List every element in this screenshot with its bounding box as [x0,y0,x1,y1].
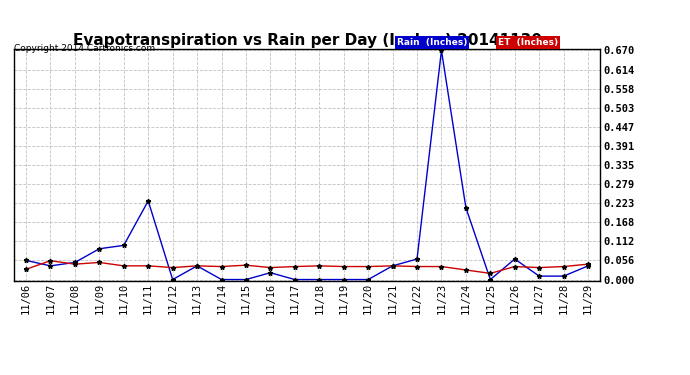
Text: Rain  (Inches): Rain (Inches) [397,38,467,47]
Text: Copyright 2014 Cartronics.com: Copyright 2014 Cartronics.com [14,44,155,52]
Text: ET  (Inches): ET (Inches) [498,38,558,47]
Title: Evapotranspiration vs Rain per Day (Inches) 20141130: Evapotranspiration vs Rain per Day (Inch… [72,33,542,48]
